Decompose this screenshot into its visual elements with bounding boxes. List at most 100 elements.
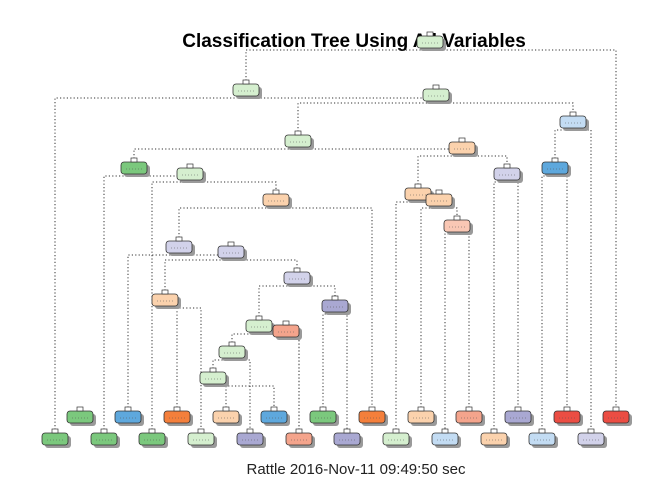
node-tab xyxy=(490,428,498,434)
node-tab xyxy=(293,267,301,273)
node-tab xyxy=(255,315,263,321)
split-node xyxy=(232,79,262,99)
node-box xyxy=(422,88,450,102)
node-tab xyxy=(186,163,194,169)
node-box xyxy=(358,410,386,424)
split-node xyxy=(151,289,181,309)
node-box xyxy=(416,35,444,49)
leaf-node xyxy=(358,406,388,426)
node-tab xyxy=(228,341,236,347)
node-box xyxy=(504,410,532,424)
node-tab xyxy=(76,406,84,412)
node-tab xyxy=(209,367,217,373)
split-node xyxy=(245,315,275,335)
node-box xyxy=(165,240,193,254)
leaf-node xyxy=(163,406,193,426)
node-box xyxy=(245,319,273,333)
node-box xyxy=(90,432,118,446)
node-tab xyxy=(435,189,443,195)
split-node xyxy=(422,84,452,104)
tree-edge xyxy=(417,155,508,188)
node-box xyxy=(199,371,227,385)
leaf-node xyxy=(455,406,485,426)
leaf-node xyxy=(602,406,632,426)
node-tab xyxy=(441,428,449,434)
split-node xyxy=(262,189,292,209)
node-tab xyxy=(514,406,522,412)
node-box xyxy=(443,219,471,233)
tree-edge xyxy=(176,307,202,433)
node-box xyxy=(284,134,312,148)
node-box xyxy=(66,410,94,424)
node-tab xyxy=(246,428,254,434)
node-box xyxy=(480,432,508,446)
leaf-node xyxy=(553,406,583,426)
tree-edge xyxy=(164,259,298,294)
leaf-node xyxy=(285,428,315,448)
tree-edge xyxy=(297,102,574,135)
split-node xyxy=(176,163,206,183)
node-tab xyxy=(458,137,466,143)
split-node xyxy=(416,31,446,51)
node-tab xyxy=(414,183,422,189)
leaf-node xyxy=(236,428,266,448)
node-box xyxy=(541,161,569,175)
node-box xyxy=(176,167,204,181)
leaf-node xyxy=(212,406,242,426)
leaf-node xyxy=(407,406,437,426)
split-node xyxy=(218,341,248,361)
diagram-caption: Rattle 2016-Nov-11 09:49:50 sec xyxy=(246,461,466,478)
tree-edge xyxy=(395,194,440,433)
node-box xyxy=(217,245,245,259)
split-node xyxy=(448,137,478,157)
node-tab xyxy=(282,320,290,326)
leaf-node xyxy=(309,406,339,426)
split-node xyxy=(165,236,195,256)
split-node xyxy=(217,241,247,261)
node-box xyxy=(138,432,166,446)
split-node xyxy=(493,163,523,183)
node-tab xyxy=(392,428,400,434)
tree-edge xyxy=(225,385,275,411)
node-box xyxy=(236,432,264,446)
leaf-node xyxy=(114,406,144,426)
node-tab xyxy=(368,406,376,412)
split-node xyxy=(541,157,571,177)
node-box xyxy=(528,432,556,446)
split-node xyxy=(321,295,351,315)
node-box xyxy=(218,345,246,359)
node-tab xyxy=(587,428,595,434)
leaf-node xyxy=(431,428,461,448)
tree-edge xyxy=(54,89,437,433)
diagram-title: Classification Tree Using All Variables xyxy=(182,31,526,52)
leaf-node xyxy=(333,428,363,448)
node-box xyxy=(493,167,521,181)
leaf-node xyxy=(382,428,412,448)
leaf-node xyxy=(528,428,558,448)
node-box xyxy=(407,410,435,424)
node-tab xyxy=(503,163,511,169)
node-tab xyxy=(51,428,59,434)
node-tab xyxy=(270,406,278,412)
node-tab xyxy=(432,84,440,90)
leaf-node xyxy=(504,406,534,426)
node-tab xyxy=(563,406,571,412)
node-tab xyxy=(222,406,230,412)
node-tab xyxy=(242,79,250,85)
node-tab xyxy=(551,157,559,163)
node-tab xyxy=(343,428,351,434)
tree-edge xyxy=(493,181,519,433)
tree-edge xyxy=(151,181,277,433)
node-tab xyxy=(612,406,620,412)
node-box xyxy=(120,161,148,175)
node-box xyxy=(455,410,483,424)
node-box xyxy=(431,432,459,446)
node-box xyxy=(577,432,605,446)
node-tab xyxy=(294,130,302,136)
split-node xyxy=(199,367,229,387)
tree-edge xyxy=(420,207,458,411)
node-box xyxy=(283,271,311,285)
node-box xyxy=(41,432,69,446)
tree-nodes xyxy=(41,31,632,448)
